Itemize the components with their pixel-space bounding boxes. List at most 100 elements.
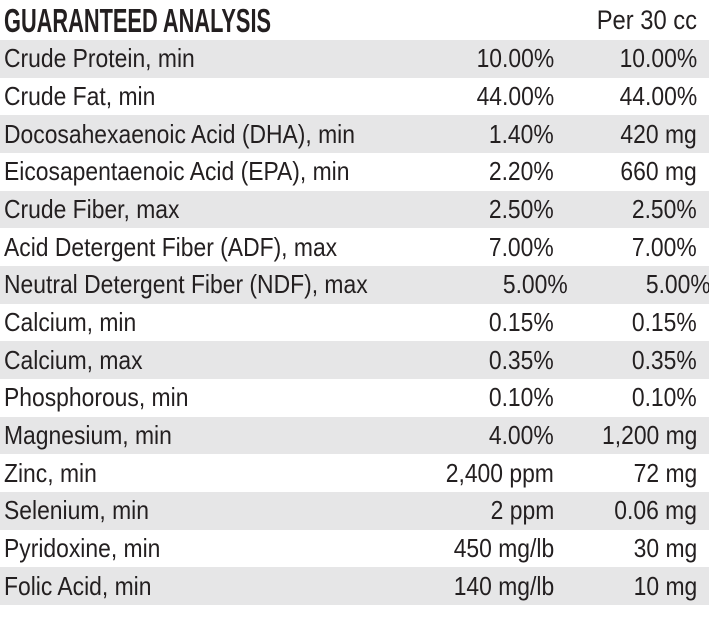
- amount-cell: 450 mg/lb: [404, 535, 554, 562]
- per-30cc-cell: 0.06 mg: [554, 497, 697, 524]
- per-30cc-value: 5.00%: [645, 269, 709, 300]
- nutrient-label: Eicosapentaenoic Acid (EPA), min: [4, 156, 350, 187]
- amount-cell: 2,400 ppm: [404, 460, 554, 487]
- nutrient-label: Acid Detergent Fiber (ADF), max: [4, 231, 338, 262]
- per-30cc-value: 1,200 mg: [601, 419, 697, 450]
- per-30cc-value: 2.50%: [632, 193, 697, 224]
- table-row: Calcium, max 0.35% 0.35%: [0, 341, 709, 379]
- amount-cell: 2.50%: [404, 196, 554, 223]
- nutrient-label: Magnesium, min: [4, 419, 172, 450]
- table-row: Selenium, min 2 ppm 0.06 mg: [0, 491, 709, 530]
- table-row: Zinc, min 2,400 ppm 72 mg: [0, 454, 709, 492]
- amount-value: 0.35%: [489, 344, 554, 375]
- per-30cc-value: 660 mg: [620, 156, 697, 187]
- nutrient-cell: Folic Acid, min: [4, 573, 404, 600]
- amount-value: 7.00%: [489, 231, 554, 262]
- per-unit-header: Per 30 cc: [596, 4, 697, 35]
- nutrient-cell: Zinc, min: [4, 460, 404, 487]
- table-body: Crude Protein, min 10.00% 10.00% Crude F…: [0, 40, 709, 605]
- per-30cc-cell: 420 mg: [554, 121, 697, 148]
- amount-value: 140 mg/lb: [453, 570, 554, 601]
- per-30cc-cell: 2.50%: [554, 196, 697, 223]
- amount-value: 2.50%: [489, 193, 554, 224]
- nutrient-label: Crude Fiber, max: [4, 193, 180, 224]
- per-30cc-cell: 0.35%: [554, 347, 697, 374]
- per-30cc-value: 7.00%: [632, 231, 697, 262]
- per-30cc-cell: 44.00%: [554, 83, 697, 110]
- per-30cc-value: 0.15%: [632, 306, 697, 337]
- per-30cc-value: 0.35%: [632, 344, 697, 375]
- nutrient-cell: Selenium, min: [4, 497, 404, 524]
- per-30cc-cell: 660 mg: [554, 158, 697, 185]
- amount-cell: 4.00%: [404, 422, 554, 449]
- table-row: Crude Fat, min 44.00% 44.00%: [0, 77, 709, 116]
- amount-cell: 0.35%: [404, 347, 554, 374]
- nutrient-label: Phosphorous, min: [4, 382, 189, 413]
- per-30cc-cell: 0.15%: [554, 309, 697, 336]
- per-30cc-value: 0.10%: [632, 382, 697, 413]
- per-30cc-value: 420 mg: [620, 118, 697, 149]
- table-row: Folic Acid, min 140 mg/lb 10 mg: [0, 567, 709, 605]
- per-30cc-cell: 10.00%: [554, 45, 697, 72]
- nutrient-cell: Docosahexaenoic Acid (DHA), min: [4, 121, 404, 148]
- table-row: Eicosapentaenoic Acid (EPA), min 2.20% 6…: [0, 152, 709, 191]
- amount-value: 5.00%: [502, 269, 568, 300]
- amount-value: 1.40%: [489, 118, 554, 149]
- nutrient-cell: Eicosapentaenoic Acid (EPA), min: [4, 158, 404, 185]
- amount-cell: 7.00%: [404, 234, 554, 261]
- per-30cc-value: 10.00%: [619, 43, 697, 74]
- amount-value: 0.15%: [489, 306, 554, 337]
- amount-value: 2 ppm: [490, 495, 554, 526]
- table-row: Calcium, min 0.15% 0.15%: [0, 303, 709, 342]
- per-30cc-cell: 7.00%: [554, 234, 697, 261]
- nutrient-label: Neutral Detergent Fiber (NDF), max: [4, 269, 368, 300]
- amount-cell: 1.40%: [404, 121, 554, 148]
- per-30cc-cell: 0.10%: [554, 384, 697, 411]
- amount-value: 10.00%: [476, 43, 554, 74]
- nutrient-cell: Crude Fiber, max: [4, 196, 404, 223]
- amount-cell: 140 mg/lb: [404, 573, 554, 600]
- nutrient-label: Calcium, min: [4, 306, 137, 337]
- nutrient-cell: Acid Detergent Fiber (ADF), max: [4, 234, 404, 261]
- amount-cell: 10.00%: [404, 45, 554, 72]
- amount-cell: 0.15%: [404, 309, 554, 336]
- per-30cc-value: 30 mg: [633, 532, 697, 563]
- per-30cc-cell: 10 mg: [554, 573, 697, 600]
- per-30cc-cell: 1,200 mg: [554, 422, 697, 449]
- amount-value: 2.20%: [489, 156, 554, 187]
- amount-value: 2,400 ppm: [445, 457, 554, 488]
- per-30cc-cell: 30 mg: [554, 535, 697, 562]
- table-row: Crude Protein, min 10.00% 10.00%: [0, 40, 709, 78]
- nutrient-label: Calcium, max: [4, 344, 143, 375]
- nutrient-cell: Pyridoxine, min: [4, 535, 404, 562]
- nutrient-label: Docosahexaenoic Acid (DHA), min: [4, 118, 355, 149]
- nutrient-label: Pyridoxine, min: [4, 532, 161, 563]
- amount-value: 4.00%: [489, 419, 554, 450]
- per-30cc-value: 0.06 mg: [614, 495, 697, 526]
- table-header: GUARANTEED ANALYSIS Per 30 cc: [0, 0, 709, 40]
- per-30cc-cell: 72 mg: [554, 460, 697, 487]
- amount-value: 44.00%: [476, 80, 554, 111]
- table-row: Neutral Detergent Fiber (NDF), max 5.00%…: [0, 265, 709, 304]
- table-row: Phosphorous, min 0.10% 0.10%: [0, 378, 709, 417]
- per-30cc-value: 72 mg: [633, 457, 697, 488]
- amount-value: 0.10%: [489, 382, 554, 413]
- nutrient-label: Crude Fat, min: [4, 80, 156, 111]
- amount-cell: 0.10%: [404, 384, 554, 411]
- amount-cell: 44.00%: [404, 83, 554, 110]
- nutrient-label: Selenium, min: [4, 495, 149, 526]
- table-row: Crude Fiber, max 2.50% 2.50%: [0, 190, 709, 229]
- nutrient-label: Folic Acid, min: [4, 570, 152, 601]
- per-30cc-value: 10 mg: [633, 570, 697, 601]
- amount-cell: 2.20%: [404, 158, 554, 185]
- amount-cell: 2 ppm: [404, 497, 554, 524]
- nutrient-cell: Crude Fat, min: [4, 83, 404, 110]
- table-row: Docosahexaenoic Acid (DHA), min 1.40% 42…: [0, 115, 709, 153]
- nutrient-cell: Calcium, max: [4, 347, 404, 374]
- table-row: Magnesium, min 4.00% 1,200 mg: [0, 416, 709, 455]
- amount-value: 450 mg/lb: [453, 532, 554, 563]
- per-30cc-cell: 5.00%: [567, 271, 709, 298]
- amount-cell: 5.00%: [417, 271, 567, 298]
- per-30cc-value: 44.00%: [619, 80, 697, 111]
